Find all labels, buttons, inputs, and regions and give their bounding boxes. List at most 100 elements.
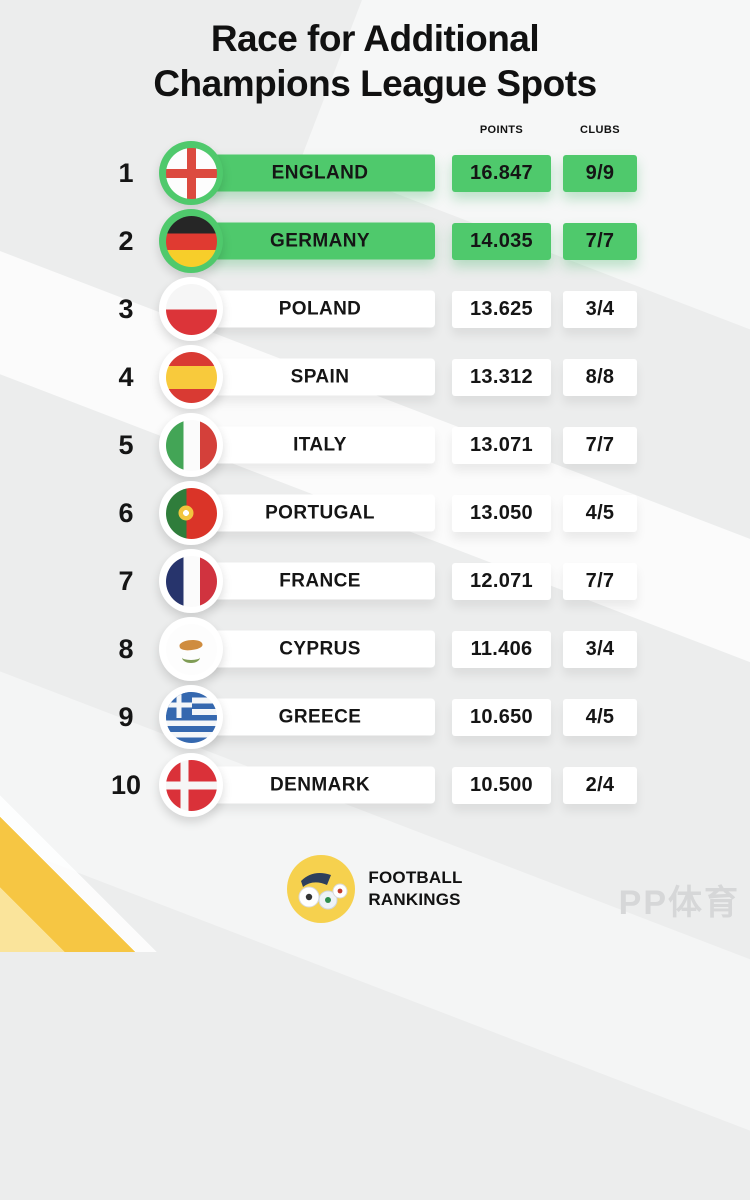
country-cell: GREECE <box>159 683 435 751</box>
rank-number: 4 <box>118 361 134 392</box>
country-name: ENGLAND <box>271 162 369 184</box>
country-name: GREECE <box>278 706 362 728</box>
country-name: POLAND <box>278 298 362 320</box>
country-name: FRANCE <box>279 570 361 592</box>
clubs-value: 8/8 <box>563 358 637 396</box>
country-pill: GERMANY <box>205 222 435 260</box>
rank-number: 6 <box>118 497 134 528</box>
country-cell: ENGLAND <box>159 139 435 207</box>
points-value: 13.071 <box>452 426 551 464</box>
table-row: 6 PORTUGAL 13.050 4/5 <box>0 479 750 547</box>
footer-brand: FOOTBALL RANKINGS <box>0 855 750 924</box>
country-cell: FRANCE <box>159 547 435 615</box>
country-flag-icon <box>165 283 217 335</box>
clubs-value: 7/7 <box>563 562 637 600</box>
country-name: PORTUGAL <box>265 502 375 524</box>
country-pill: GREECE <box>205 698 435 736</box>
points-value: 10.650 <box>452 698 551 736</box>
points-value: 11.406 <box>452 630 551 668</box>
clubs-value: 4/5 <box>563 494 637 532</box>
country-flag-icon <box>165 623 217 675</box>
rank-number: 7 <box>118 565 134 596</box>
flag-ring <box>159 753 223 818</box>
country-flag-icon <box>165 555 217 607</box>
country-cell: DENMARK <box>159 751 435 819</box>
country-name: SPAIN <box>290 366 350 388</box>
country-pill: PORTUGAL <box>205 494 435 532</box>
country-cell: GERMANY <box>159 207 435 275</box>
country-flag-icon <box>165 691 217 743</box>
table-row: 7 FRANCE 12.071 7/7 <box>0 547 750 615</box>
rank-number: 10 <box>110 769 142 800</box>
table-row: 9 GREECE 10.650 4/5 <box>0 683 750 751</box>
football-rankings-logo-icon <box>287 855 356 924</box>
flag-ring <box>159 209 223 274</box>
rank-number: 3 <box>118 293 134 324</box>
points-value: 13.312 <box>452 358 551 396</box>
infographic: Race for Additional Champions League Spo… <box>0 16 750 924</box>
points-value: 14.035 <box>452 222 551 260</box>
flag-ring <box>159 617 223 682</box>
country-name: ITALY <box>293 434 347 456</box>
flag-ring <box>159 277 223 342</box>
table-row: 5 ITALY 13.071 7/7 <box>0 411 750 479</box>
table-row: 10 DENMARK 10.500 2/4 <box>0 751 750 819</box>
clubs-value: 4/5 <box>563 698 637 736</box>
clubs-value: 7/7 <box>563 222 637 260</box>
points-value: 10.500 <box>452 766 551 804</box>
clubs-value: 9/9 <box>563 154 637 192</box>
points-value: 16.847 <box>452 154 551 192</box>
page-title: Race for Additional Champions League Spo… <box>0 16 750 106</box>
table-row: 3 POLAND 13.625 3/4 <box>0 275 750 343</box>
table-row: 2 GERMANY 14.035 7/7 <box>0 207 750 275</box>
country-flag-icon <box>165 487 217 539</box>
table-row: 8 CYPRUS 11.406 3/4 <box>0 615 750 683</box>
country-pill: CYPRUS <box>205 630 435 668</box>
flag-ring <box>159 345 223 410</box>
points-value: 13.050 <box>452 494 551 532</box>
points-value: 13.625 <box>452 290 551 328</box>
brand-line-2: RANKINGS <box>368 890 461 910</box>
title-line-2: Champions League Spots <box>153 63 597 105</box>
country-pill: SPAIN <box>205 358 435 396</box>
table-row: 1 ENGLAND 16.847 9/9 <box>0 139 750 207</box>
country-flag-icon <box>165 215 217 267</box>
clubs-value: 7/7 <box>563 426 637 464</box>
rank-number: 5 <box>118 429 134 460</box>
country-flag-icon <box>165 147 217 199</box>
country-flag-icon <box>165 419 217 471</box>
country-name: CYPRUS <box>279 638 361 660</box>
country-flag-icon <box>165 351 217 403</box>
country-cell: POLAND <box>159 275 435 343</box>
country-cell: SPAIN <box>159 343 435 411</box>
rank-number: 1 <box>118 157 134 188</box>
flag-ring <box>159 141 223 206</box>
points-value: 12.071 <box>452 562 551 600</box>
brand-line-1: FOOTBALL <box>368 868 463 888</box>
country-pill: DENMARK <box>205 766 435 804</box>
country-pill: FRANCE <box>205 562 435 600</box>
country-pill: POLAND <box>205 290 435 328</box>
pp-sports-watermark: PP体育 <box>618 884 740 922</box>
title-line-1: Race for Additional <box>210 18 540 59</box>
clubs-value: 3/4 <box>563 630 637 668</box>
flag-ring <box>159 413 223 478</box>
country-cell: ITALY <box>159 411 435 479</box>
country-cell: CYPRUS <box>159 615 435 683</box>
ranking-table: 1 ENGLAND 16.847 9/9 2 GERMANY <box>0 139 750 819</box>
rank-number: 9 <box>118 701 134 732</box>
rank-number: 8 <box>118 633 134 664</box>
table-row: 4 SPAIN 13.312 8/8 <box>0 343 750 411</box>
clubs-value: 2/4 <box>563 766 637 804</box>
flag-ring <box>159 549 223 614</box>
country-flag-icon <box>165 759 217 811</box>
brand-text: FOOTBALL RANKINGS <box>368 867 462 911</box>
clubs-value: 3/4 <box>563 290 637 328</box>
country-name: GERMANY <box>270 230 370 252</box>
country-pill: ENGLAND <box>205 154 435 192</box>
flag-ring <box>159 481 223 546</box>
country-name: DENMARK <box>270 774 370 796</box>
clubs-column-header: CLUBS <box>580 123 620 136</box>
rank-number: 2 <box>118 225 134 256</box>
points-column-header: POINTS <box>479 123 524 136</box>
